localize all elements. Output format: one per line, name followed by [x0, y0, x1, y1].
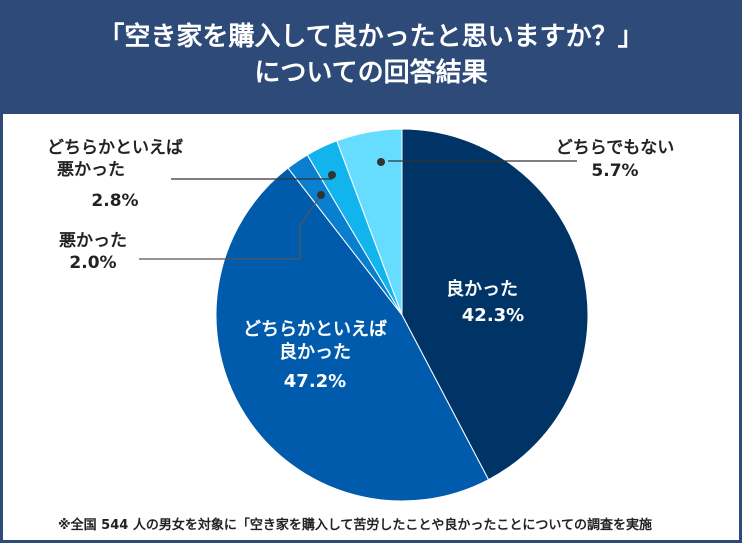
slice-label: 良かった: [279, 341, 351, 363]
leader-dot: [317, 191, 325, 199]
chart-title-line-2: についての回答結果: [254, 58, 488, 88]
pie-slice: [215, 167, 490, 502]
leader-line: [139, 194, 322, 260]
slice-label: どちらかといえば: [243, 319, 387, 340]
leader-dot: [377, 158, 385, 166]
chart-title-line-1: 「空き家を購入して良かったと思いますか？」: [98, 22, 644, 52]
slice-label: 悪かった: [59, 231, 127, 251]
slice-value-label: 5.7%: [591, 161, 638, 181]
slice-value-label: 2.0%: [69, 253, 116, 273]
slice-label: 悪かった: [57, 160, 125, 180]
pie-slice: [336, 128, 403, 316]
pie-chart: 良かった42.3%どちらかといえば良かった47.2%悪かった2.0%どちらかとい…: [47, 128, 675, 502]
pie-slice: [401, 128, 589, 481]
slice-label: 良かった: [446, 278, 518, 300]
slice-label: どちらでもない: [556, 138, 675, 158]
footnote: ※全国 544 人の男女を対象に「空き家を購入して苦労したことや良かったことにつ…: [58, 518, 653, 533]
leader-dot: [328, 171, 336, 179]
slice-value-label: 47.2%: [284, 371, 346, 392]
slice-label: どちらかといえば: [47, 138, 183, 158]
slice-value-label: 42.3%: [462, 305, 524, 326]
chart-header: 「空き家を購入して良かったと思いますか？」 についての回答結果: [3, 3, 739, 114]
slice-value-label: 2.8%: [91, 191, 138, 211]
